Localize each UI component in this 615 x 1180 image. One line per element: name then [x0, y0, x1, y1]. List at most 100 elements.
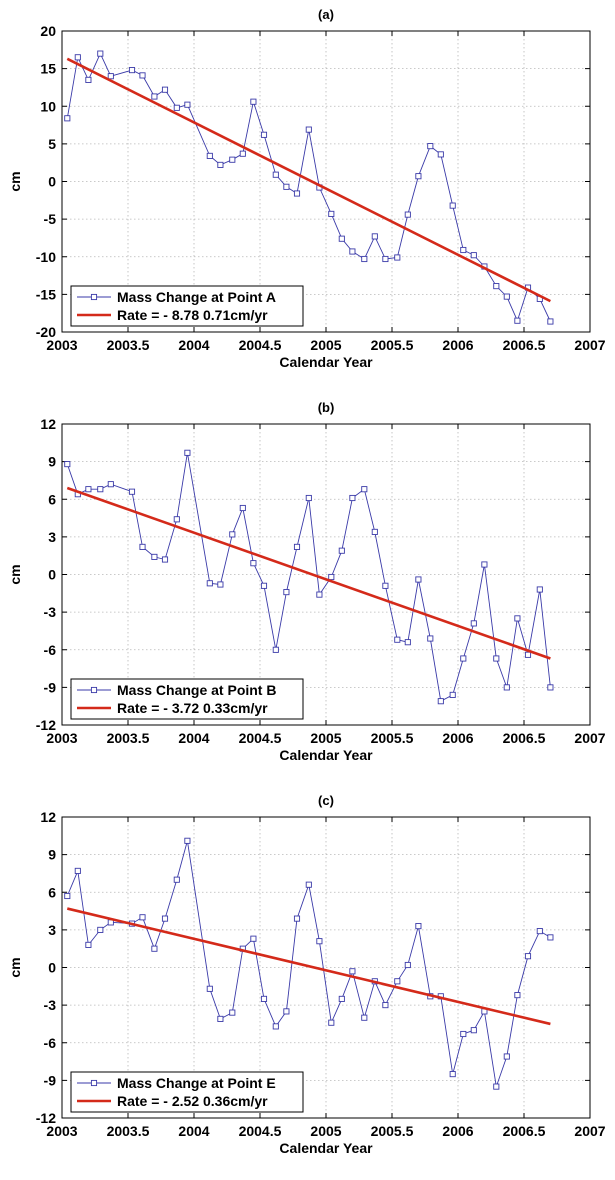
data-point-marker: [239, 150, 246, 157]
data-point-marker: [404, 639, 411, 646]
data-point-marker: [229, 1009, 236, 1016]
x-tick-label: 2005.5: [371, 730, 414, 746]
data-point-marker: [128, 488, 136, 495]
y-tick-label: 3: [48, 529, 56, 545]
data-point-marker: [449, 691, 456, 698]
data-point-marker: [272, 1023, 279, 1030]
data-point-marker: [64, 115, 71, 122]
data-point-marker: [404, 961, 411, 969]
data-point-marker: [382, 1002, 389, 1009]
data-point-marker: [85, 941, 92, 948]
x-tick-label: 2006: [442, 337, 473, 353]
series-line-point-e: [66, 840, 551, 1087]
data-point-marker: [470, 252, 477, 259]
x-tick-label: 2003.5: [107, 1123, 150, 1139]
data-point-marker: [427, 143, 434, 150]
data-point-marker: [139, 543, 146, 550]
data-point-marker: [74, 54, 81, 61]
data-point-marker: [184, 837, 191, 844]
data-point-marker: [493, 1083, 500, 1090]
legend-swatch-marker: [90, 686, 98, 694]
chart-a: (a)2003 2003.5 2004 2004.5 2005 2005.5 2006 200…: [7, 7, 606, 370]
data-point-marker: [338, 995, 345, 1002]
x-tick-label: 2007: [574, 730, 605, 746]
chart-title-c: (c): [318, 793, 334, 808]
y-tick-label: -5: [44, 211, 57, 227]
legend-box: [70, 678, 304, 720]
x-axis-label: Calendar Year: [279, 354, 373, 370]
data-point-marker: [260, 995, 268, 1002]
y-tick-label: -9: [44, 1072, 57, 1088]
trend-line: [66, 57, 551, 303]
data-point-marker: [161, 86, 169, 93]
y-tick-label: 12: [40, 416, 56, 432]
x-tick-label: 2003.5: [107, 730, 150, 746]
x-tick-label: 2006: [442, 730, 473, 746]
data-point-marker: [460, 655, 467, 662]
chart-panel-c: (c) 2003 2003.5 2004 2004.5 2005 2005.5 2006 200…: [0, 786, 615, 1179]
y-tick-label: -9: [44, 679, 57, 695]
data-point-marker: [184, 101, 191, 108]
data-point-marker: [503, 684, 510, 691]
data-point-marker: [128, 67, 136, 74]
x-axis-label: Calendar Year: [279, 1140, 373, 1156]
data-point-marker: [272, 171, 279, 178]
data-point-marker: [217, 581, 224, 588]
data-point-marker: [305, 494, 312, 502]
y-tick-label: 3: [48, 922, 56, 938]
data-point-marker: [394, 978, 401, 985]
data-point-marker: [184, 449, 191, 456]
chart-title-a: (a): [318, 7, 334, 22]
y-tick-label: 15: [40, 61, 56, 77]
x-tick-label: 2006.5: [503, 337, 546, 353]
data-point-marker: [371, 233, 378, 240]
legend-box: [70, 1071, 304, 1113]
plot-frame: [61, 423, 591, 726]
data-point-marker: [161, 915, 169, 922]
data-point-marker: [173, 876, 180, 883]
y-tick-label: -20: [36, 324, 56, 340]
y-tick-label: 20: [40, 23, 56, 39]
data-point-marker: [250, 560, 257, 567]
legend-label-series: Mass Change at Point A: [117, 289, 276, 305]
data-point-marker: [514, 317, 521, 324]
legend-label-rate: Rate = - 3.72 0.33cm/yr: [117, 700, 268, 716]
data-point-marker: [536, 928, 543, 935]
x-tick-label: 2004.5: [239, 730, 282, 746]
data-point-marker: [415, 173, 422, 180]
legend-swatch-marker: [90, 1079, 98, 1087]
data-point-marker: [305, 126, 312, 133]
y-tick-label: -12: [36, 1110, 56, 1126]
data-point-marker: [349, 968, 356, 975]
legend-box: [70, 285, 304, 327]
x-tick-label: 2003: [46, 730, 77, 746]
chart-b: (b) 2003 2003.5 2004 2004.5 2005 2005.5 2006 200…: [7, 400, 606, 763]
data-point-marker: [437, 698, 444, 705]
data-point-marker: [449, 1071, 456, 1078]
y-tick-label: 0: [48, 567, 56, 583]
legend-label-rate: Rate = - 8.78 0.71cm/yr: [117, 307, 268, 323]
x-tick-label: 2004: [178, 337, 209, 353]
data-point-marker: [437, 151, 444, 158]
data-point-marker: [173, 516, 180, 523]
x-tick-label: 2006: [442, 1123, 473, 1139]
y-axis-label: cm: [7, 171, 23, 191]
data-point-marker: [85, 486, 92, 493]
y-tick-label: 5: [48, 136, 56, 152]
data-point-marker: [493, 655, 500, 662]
plot-frame: [61, 30, 591, 333]
data-point-marker: [328, 210, 335, 217]
x-tick-label: 2003: [46, 337, 77, 353]
data-point-marker: [206, 985, 213, 992]
data-point-marker: [328, 573, 335, 581]
data-point-marker: [316, 938, 323, 945]
data-point-marker: [74, 867, 81, 874]
data-point-marker: [415, 923, 422, 930]
data-point-marker: [97, 926, 104, 933]
y-tick-label: 0: [48, 174, 56, 190]
chart-title-b: (b): [318, 400, 335, 415]
data-point-marker: [470, 620, 477, 627]
data-point-marker: [229, 156, 236, 163]
data-point-marker: [85, 76, 92, 83]
data-point-marker: [151, 93, 158, 100]
